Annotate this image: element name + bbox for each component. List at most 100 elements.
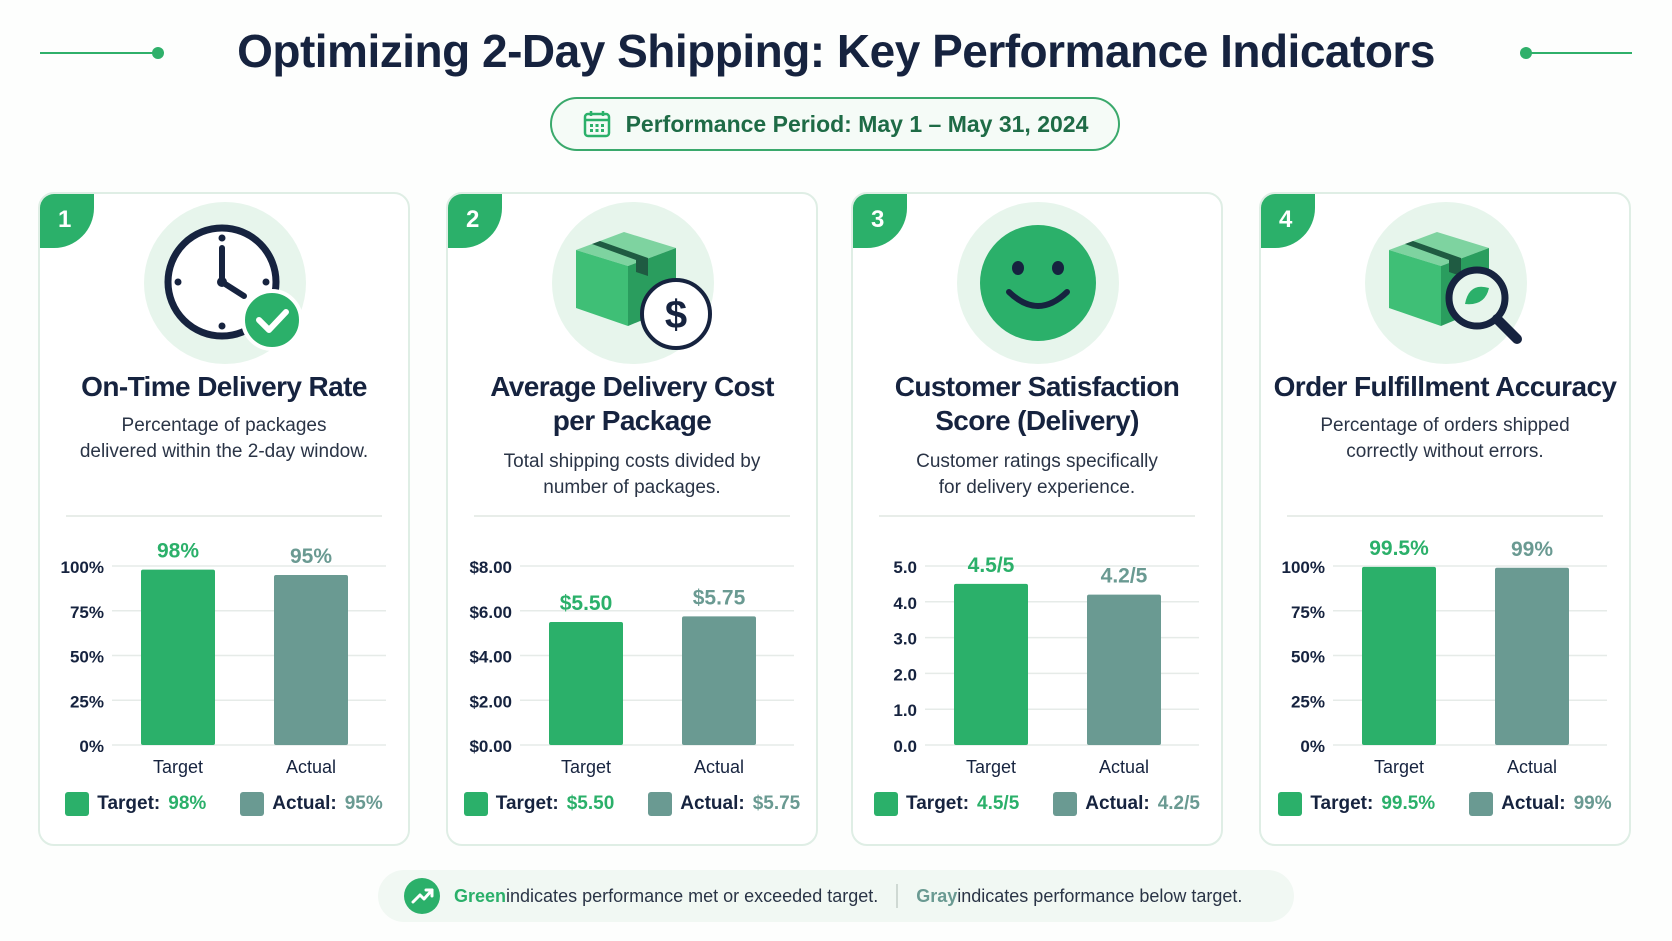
- chart-legend: Target: 99.5% Actual: 99%: [1261, 792, 1629, 816]
- y-tick-label: 0%: [1300, 737, 1325, 756]
- bar-target: [141, 569, 215, 745]
- icon-backdrop: [957, 202, 1119, 364]
- data-label: $5.75: [693, 586, 746, 609]
- header: Optimizing 2-Day Shipping: Key Performan…: [0, 20, 1672, 90]
- divider: [879, 515, 1195, 517]
- card-description-line1: Total shipping costs divided by: [503, 451, 761, 472]
- legend-target-value: 4.5/5: [977, 793, 1020, 814]
- legend-actual-swatch: [240, 792, 265, 816]
- legend-actual-label: Actual:: [272, 793, 337, 814]
- card-title: Average Delivery Cost per Package: [490, 371, 774, 436]
- chart-legend: Target: 98% Actual: 95%: [40, 792, 408, 816]
- data-label: $5.50: [560, 592, 613, 615]
- y-tick-label: 3.0: [893, 630, 917, 649]
- card-description-line2: number of packages.: [543, 477, 721, 498]
- smiley-icon: [980, 225, 1096, 341]
- footer-separator: [896, 884, 899, 908]
- y-tick-label: 2.0: [893, 665, 917, 684]
- legend-actual: Actual: 95%: [240, 792, 383, 816]
- kpi-card-fulfillment: 4 Order Fulfillment Accuracy Percentage …: [1259, 192, 1631, 846]
- decor-dot-left: [152, 47, 164, 59]
- data-label: 99.5%: [1369, 537, 1429, 560]
- legend-actual-label: Actual:: [1085, 793, 1150, 814]
- card-description-line1: Customer ratings specifically: [916, 451, 1158, 472]
- data-label: 99%: [1511, 538, 1553, 561]
- chart-svg: 0% 25% 50% 75% 100% 98% Target 95% Actual: [61, 540, 386, 777]
- y-tick-label: 75%: [70, 603, 104, 622]
- y-tick-label: 50%: [1291, 648, 1325, 667]
- bar-actual: [682, 616, 756, 745]
- legend-actual-value: 99%: [1573, 793, 1612, 814]
- bar-chart: $0.00 $2.00 $4.00 $6.00 $8.00 $5.50 Target $5.7…: [448, 194, 816, 844]
- legend-target-label: Target:: [1310, 793, 1374, 814]
- x-tick-label: Target: [561, 757, 611, 777]
- legend-target: Target: 99.5%: [1278, 792, 1435, 816]
- card-description-line1: Percentage of packages: [121, 415, 327, 436]
- y-tick-label: 0.0: [893, 737, 917, 756]
- legend-target-label: Target:: [97, 793, 161, 814]
- chart-legend: Target: 4.5/5 Actual: 4.2/5: [853, 792, 1221, 816]
- bar-target: [1362, 566, 1436, 745]
- card-title: Order Fulfillment Accuracy: [1273, 371, 1617, 402]
- y-tick-label: $4.00: [469, 648, 512, 667]
- bar-target: [954, 583, 1028, 745]
- legend-actual-swatch: [648, 792, 673, 816]
- data-label: 4.2/5: [1101, 565, 1148, 588]
- kpi-card-delivery-cost: 2 $ Average Delivery Cost per Package To…: [446, 192, 818, 846]
- card-title: On-Time Delivery Rate: [81, 371, 367, 402]
- data-label: 95%: [290, 545, 332, 568]
- legend-target: Target: $5.50: [463, 792, 614, 816]
- legend-target-swatch: [65, 792, 90, 816]
- bar-actual: [1495, 567, 1569, 745]
- icon-backdrop: [1365, 202, 1527, 364]
- y-tick-label: 100%: [61, 558, 104, 577]
- y-tick-label: 75%: [1291, 603, 1325, 622]
- legend-actual: Actual: 4.2/5: [1053, 792, 1200, 816]
- chart-svg: 0.0 1.0 2.0 3.0 4.0 5.0 4.5/5 Target 4.2/5 Actual: [893, 554, 1199, 777]
- period-pill: Performance Period: May 1 – May 31, 2024: [550, 97, 1120, 151]
- bar-actual: [1087, 594, 1161, 745]
- page-title: Optimizing 2-Day Shipping: Key Performan…: [237, 25, 1435, 77]
- box-magnifier-icon: [1389, 232, 1522, 344]
- y-tick-label: $0.00: [469, 737, 512, 756]
- period-text: Performance Period: May 1 – May 31, 2024: [625, 110, 1089, 137]
- decor-line-right: [1526, 52, 1632, 54]
- y-tick-label: 1.0: [893, 701, 917, 720]
- legend-actual-label: Actual:: [1501, 793, 1566, 814]
- x-tick-label: Actual: [1099, 757, 1149, 777]
- footer-note: Green indicates performance met or excee…: [378, 870, 1294, 922]
- bar-chart: 0.0 1.0 2.0 3.0 4.0 5.0 4.5/5 Target 4.2/5 Actual: [853, 194, 1221, 844]
- clock-check-icon: [164, 224, 303, 351]
- trend-up-icon: [404, 878, 440, 914]
- legend-actual-label: Actual:: [680, 793, 745, 814]
- legend-target-swatch: [874, 792, 899, 816]
- legend-actual-value: 95%: [344, 793, 383, 814]
- x-tick-label: Target: [1374, 757, 1424, 777]
- legend-actual-value: $5.75: [752, 793, 801, 814]
- x-tick-label: Actual: [286, 757, 336, 777]
- card-description-line2: for delivery experience.: [938, 477, 1136, 498]
- icon-backdrop: [144, 202, 306, 364]
- y-tick-label: 0%: [79, 737, 104, 756]
- data-label: 4.5/5: [968, 554, 1015, 577]
- divider: [1287, 515, 1603, 517]
- legend-target: Target: 98%: [65, 792, 206, 816]
- calendar-icon: [583, 111, 610, 138]
- footer-green-text: indicates performance met or exceeded ta…: [506, 885, 879, 906]
- y-tick-label: $2.00: [469, 692, 512, 711]
- svg-text:$: $: [665, 293, 687, 337]
- y-tick-label: 25%: [1291, 692, 1325, 711]
- y-tick-label: 50%: [70, 648, 104, 667]
- legend-actual: Actual: $5.75: [648, 792, 800, 816]
- divider: [474, 515, 790, 517]
- y-tick-label: $8.00: [469, 558, 512, 577]
- y-tick-label: 5.0: [893, 558, 917, 577]
- chart-svg: 0% 25% 50% 75% 100% 99.5% Target 99% Actual: [1282, 537, 1607, 777]
- legend-target-label: Target:: [906, 793, 970, 814]
- divider: [66, 515, 382, 517]
- legend-actual: Actual: 99%: [1469, 792, 1612, 816]
- card-title: Customer Satisfaction Score (Delivery): [894, 371, 1180, 436]
- legend-target-swatch: [1278, 792, 1303, 816]
- footer-green-word: Green: [454, 885, 507, 906]
- legend-target-value: 98%: [168, 793, 207, 814]
